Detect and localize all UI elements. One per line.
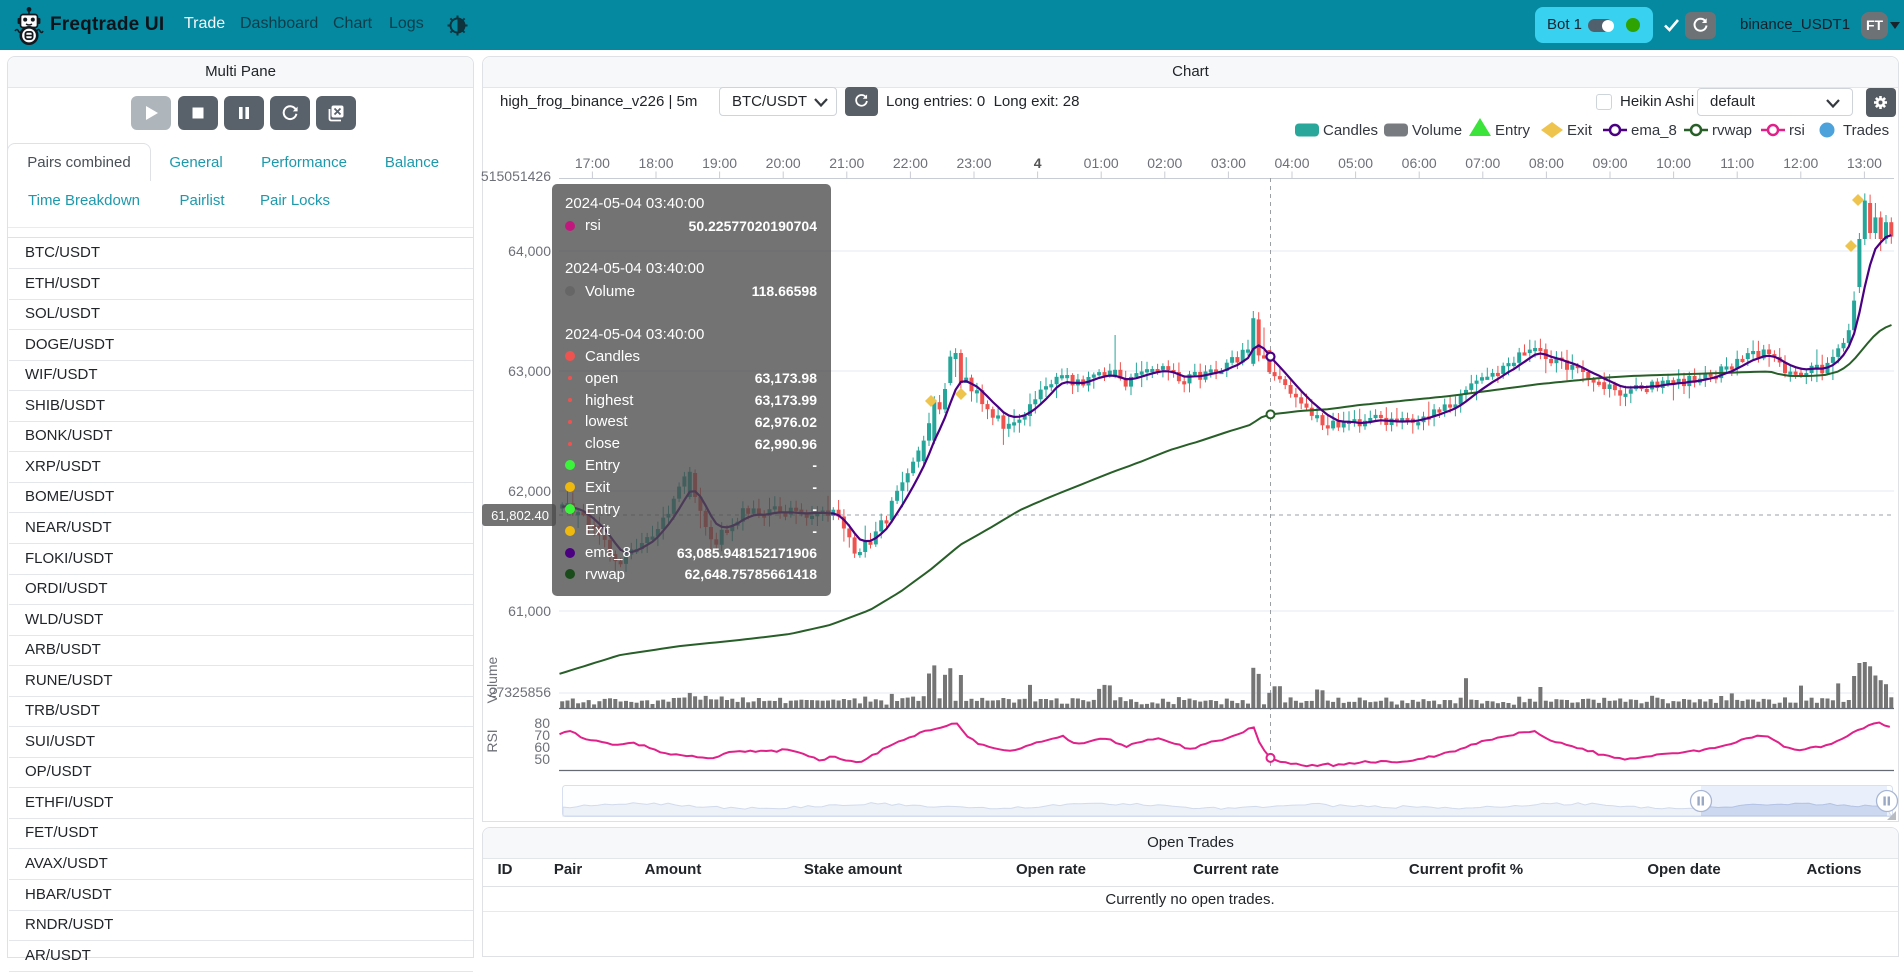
svg-text:18:00: 18:00	[638, 155, 673, 171]
svg-text:60: 60	[534, 739, 550, 755]
svg-text:07:00: 07:00	[1465, 155, 1500, 171]
svg-text:06:00: 06:00	[1402, 155, 1437, 171]
svg-text:27325856: 27325856	[489, 684, 552, 700]
svg-text:rvwap: rvwap	[1712, 122, 1752, 139]
svg-text:20:00: 20:00	[766, 155, 801, 171]
svg-text:12:00: 12:00	[1783, 155, 1818, 171]
svg-text:19:00: 19:00	[702, 155, 737, 171]
svg-text:62,000: 62,000	[508, 483, 551, 499]
svg-text:01:00: 01:00	[1084, 155, 1119, 171]
svg-text:Trades: Trades	[1843, 122, 1889, 139]
svg-text:50: 50	[534, 751, 550, 767]
svg-text:61,000: 61,000	[508, 603, 551, 619]
svg-text:11:00: 11:00	[1720, 155, 1754, 171]
svg-text:09:00: 09:00	[1592, 155, 1627, 171]
svg-text:63,000: 63,000	[508, 363, 551, 379]
svg-text:22:00: 22:00	[893, 155, 928, 171]
svg-text:10:00: 10:00	[1656, 155, 1691, 171]
svg-text:80: 80	[534, 715, 550, 731]
svg-text:13:00: 13:00	[1847, 155, 1882, 171]
svg-text:17:00: 17:00	[575, 155, 610, 171]
svg-text:ema_8: ema_8	[1631, 122, 1677, 139]
svg-text:RSI: RSI	[484, 729, 500, 752]
svg-text:70: 70	[534, 727, 550, 743]
svg-text:Volume: Volume	[1412, 122, 1462, 139]
svg-text:Exit: Exit	[1567, 122, 1593, 139]
svg-text:Volume: Volume	[484, 656, 500, 703]
svg-text:515051426: 515051426	[481, 168, 551, 184]
svg-text:rsi: rsi	[1789, 122, 1805, 139]
svg-text:23:00: 23:00	[956, 155, 991, 171]
svg-text:21:00: 21:00	[829, 155, 864, 171]
svg-text:08:00: 08:00	[1529, 155, 1564, 171]
svg-text:04:00: 04:00	[1274, 155, 1309, 171]
svg-text:02:00: 02:00	[1147, 155, 1182, 171]
svg-text:4: 4	[1034, 155, 1042, 171]
svg-text:05:00: 05:00	[1338, 155, 1373, 171]
svg-text:03:00: 03:00	[1211, 155, 1246, 171]
svg-text:Candles: Candles	[1323, 122, 1378, 139]
svg-text:Entry: Entry	[1495, 122, 1531, 139]
svg-text:61,802.40: 61,802.40	[491, 508, 549, 523]
svg-text:64,000: 64,000	[508, 243, 551, 259]
